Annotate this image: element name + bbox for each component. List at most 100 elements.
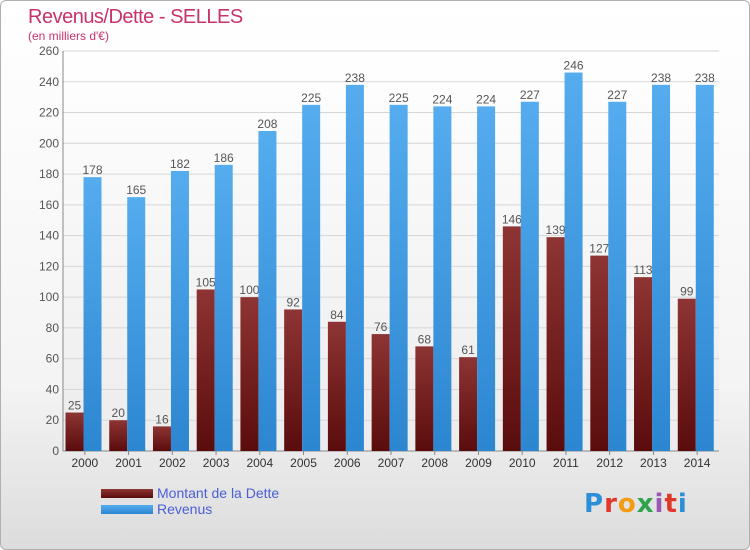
bar-dette <box>240 297 259 451</box>
logo-letter: r <box>604 489 618 519</box>
data-label-dette: 84 <box>330 308 344 322</box>
bar-dette <box>327 321 346 451</box>
x-tick-label: 2008 <box>421 456 448 470</box>
data-label-dette: 100 <box>239 283 259 297</box>
legend-label-revenus: Revenus <box>157 501 213 517</box>
data-label-revenus: 227 <box>607 88 627 102</box>
data-label-revenus: 224 <box>476 92 496 106</box>
data-label-revenus: 246 <box>564 59 584 73</box>
x-tick-label: 2002 <box>159 456 186 470</box>
bar-revenus <box>345 84 364 451</box>
x-tick-label: 2007 <box>378 456 405 470</box>
x-tick-label: 2013 <box>640 456 667 470</box>
data-label-dette: 25 <box>68 399 82 413</box>
data-label-dette: 20 <box>112 406 126 420</box>
x-tick-label: 2001 <box>115 456 142 470</box>
logo-letter: o <box>617 489 637 519</box>
bar-revenus <box>564 72 583 452</box>
data-label-revenus: 178 <box>82 163 102 177</box>
data-label-revenus: 238 <box>345 71 365 85</box>
legend-label-dette: Montant de la Dette <box>157 485 280 501</box>
y-tick-label: 20 <box>46 413 60 427</box>
data-label-revenus: 227 <box>520 88 540 102</box>
data-label-revenus: 225 <box>301 91 321 105</box>
bar-revenus <box>433 106 452 451</box>
bar-dette <box>284 309 303 451</box>
x-tick-label: 2003 <box>203 456 230 470</box>
x-tick-label: 2005 <box>290 456 317 470</box>
data-label-revenus: 186 <box>214 151 234 165</box>
x-tick-label: 2000 <box>72 456 99 470</box>
y-tick-label: 100 <box>39 290 59 304</box>
data-label-revenus: 224 <box>432 92 452 106</box>
data-label-dette: 139 <box>546 223 566 237</box>
data-label-dette: 105 <box>196 275 216 289</box>
legend-swatch-dette <box>101 489 153 498</box>
legend-swatch-revenus <box>101 505 153 514</box>
bar-revenus <box>520 101 539 452</box>
logo-letter: x <box>636 489 655 519</box>
y-tick-label: 40 <box>46 382 60 396</box>
bar-dette <box>502 226 521 451</box>
x-tick-label: 2012 <box>596 456 623 470</box>
proxiti-logo: Proxiti <box>584 489 688 519</box>
y-tick-label: 80 <box>46 321 60 335</box>
data-label-dette: 68 <box>418 332 432 346</box>
data-label-revenus: 165 <box>126 183 146 197</box>
bar-revenus <box>695 84 714 451</box>
logo-letter: P <box>584 489 605 519</box>
x-tick-label: 2011 <box>553 456 579 470</box>
data-label-revenus: 225 <box>389 91 409 105</box>
chart-subtitle: (en milliers d'€) <box>28 29 109 43</box>
bar-revenus <box>214 164 233 451</box>
y-tick-label: 180 <box>39 167 59 181</box>
bar-revenus <box>652 84 671 451</box>
x-tick-label: 2004 <box>246 456 273 470</box>
bar-revenus <box>127 197 146 451</box>
bar-revenus <box>608 101 627 452</box>
y-tick-label: 220 <box>39 106 59 120</box>
y-tick-label: 60 <box>46 352 60 366</box>
x-tick-label: 2010 <box>509 456 536 470</box>
chart-title: Revenus/Dette - SELLES <box>28 6 243 28</box>
bar-dette <box>196 289 215 451</box>
bar-revenus <box>258 131 277 451</box>
bar-dette <box>546 237 565 451</box>
y-tick-label: 140 <box>39 229 59 243</box>
data-label-dette: 61 <box>461 343 475 357</box>
y-tick-label: 0 <box>52 444 59 458</box>
bar-dette <box>590 255 609 451</box>
bar-revenus <box>170 171 189 451</box>
logo-letter: i <box>654 489 665 519</box>
bar-dette <box>65 412 84 451</box>
bar-dette <box>459 357 478 451</box>
y-tick-label: 160 <box>39 198 59 212</box>
bar-dette <box>109 420 128 451</box>
y-tick-label: 200 <box>39 136 59 150</box>
logo-letter: t <box>664 489 678 519</box>
data-label-revenus: 208 <box>257 117 277 131</box>
x-tick-label: 2009 <box>465 456 492 470</box>
bar-revenus <box>83 177 102 451</box>
data-label-dette: 76 <box>374 320 388 334</box>
bar-revenus <box>302 104 321 451</box>
y-tick-label: 240 <box>39 75 59 89</box>
data-label-revenus: 182 <box>170 157 190 171</box>
bar-revenus <box>477 106 496 451</box>
bar-dette <box>371 334 390 451</box>
bar-chart: 0204060801001201401601802002202402602517… <box>39 44 719 470</box>
bar-dette <box>634 277 653 451</box>
data-label-dette: 16 <box>155 412 169 426</box>
data-label-dette: 146 <box>502 212 522 226</box>
bar-dette <box>415 346 434 451</box>
data-label-dette: 99 <box>680 285 694 299</box>
data-label-dette: 113 <box>633 263 652 277</box>
data-label-dette: 127 <box>589 242 609 256</box>
bar-dette <box>152 426 171 451</box>
y-tick-label: 260 <box>39 44 59 58</box>
data-label-dette: 92 <box>286 295 300 309</box>
x-tick-label: 2014 <box>684 456 711 470</box>
data-label-revenus: 238 <box>695 71 715 85</box>
bar-dette <box>677 298 696 451</box>
